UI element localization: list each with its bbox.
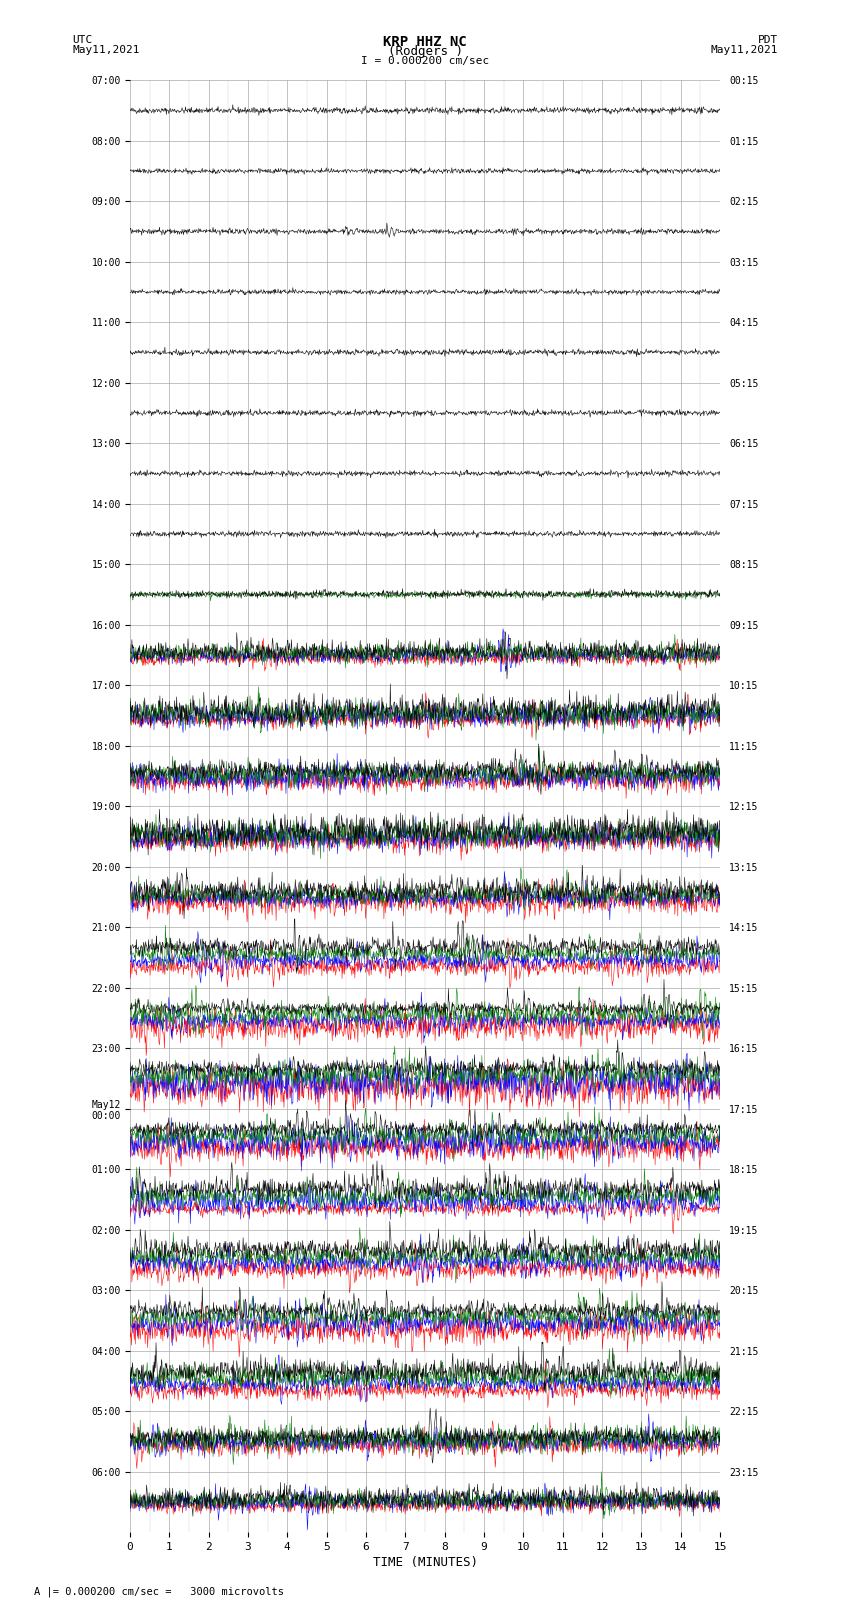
Text: PDT: PDT	[757, 35, 778, 45]
Text: A |= 0.000200 cm/sec =   3000 microvolts: A |= 0.000200 cm/sec = 3000 microvolts	[34, 1586, 284, 1597]
Text: May11,2021: May11,2021	[72, 45, 139, 55]
Text: (Rodgers ): (Rodgers )	[388, 45, 462, 58]
Text: UTC: UTC	[72, 35, 93, 45]
Text: May11,2021: May11,2021	[711, 45, 778, 55]
Text: I = 0.000200 cm/sec: I = 0.000200 cm/sec	[361, 56, 489, 66]
X-axis label: TIME (MINUTES): TIME (MINUTES)	[372, 1557, 478, 1569]
Text: KRP HHZ NC: KRP HHZ NC	[383, 35, 467, 48]
